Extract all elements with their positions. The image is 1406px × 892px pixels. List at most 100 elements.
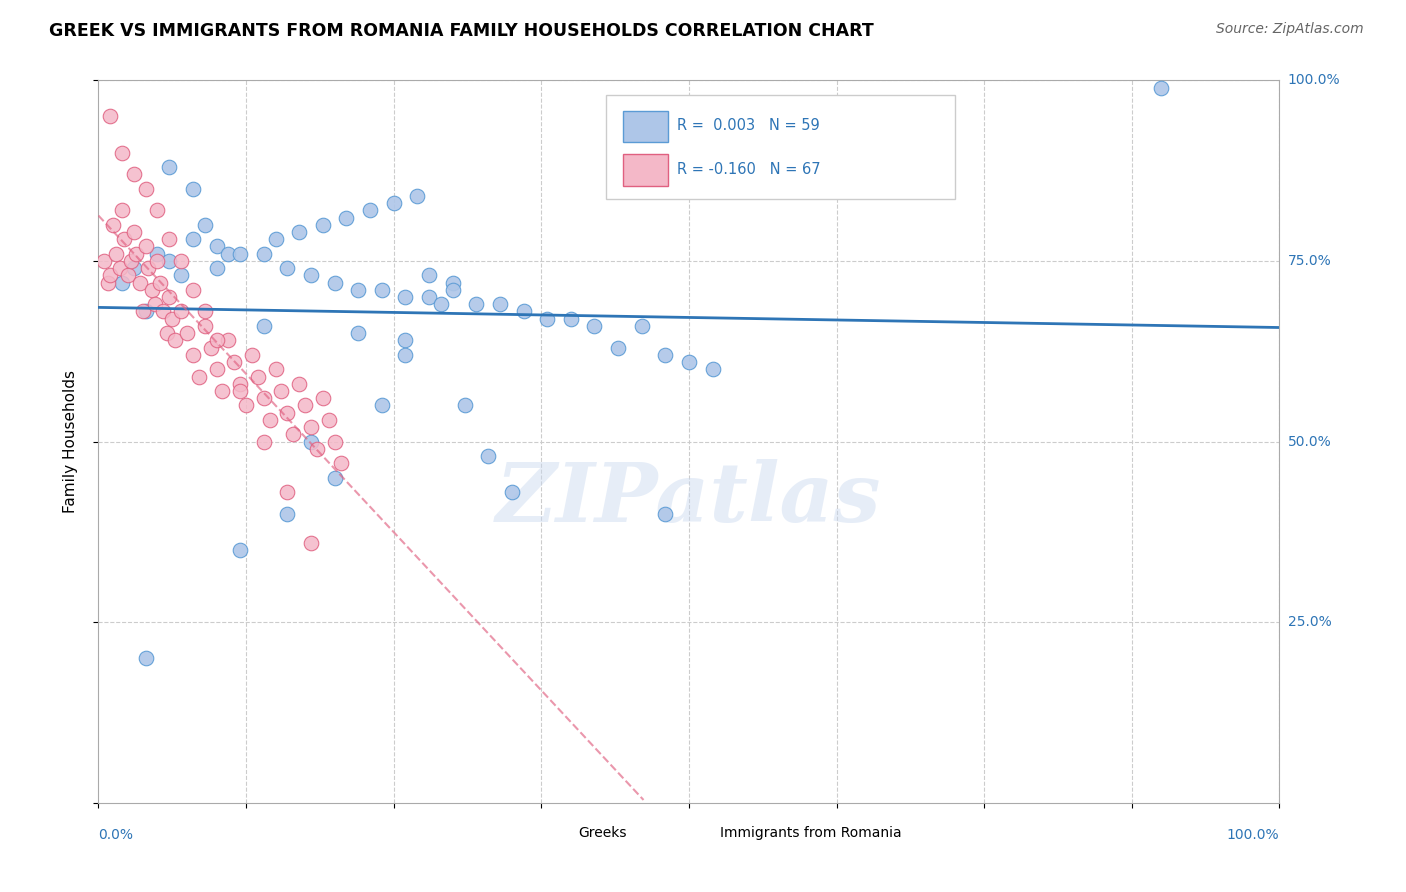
- Point: [264, 232, 287, 246]
- FancyBboxPatch shape: [681, 821, 714, 844]
- Point: [371, 398, 394, 412]
- Point: [205, 334, 228, 348]
- Point: [135, 182, 157, 196]
- Point: [117, 268, 139, 283]
- Point: [607, 341, 630, 355]
- Point: [229, 376, 252, 391]
- Point: [512, 304, 534, 318]
- Point: [453, 398, 475, 412]
- Point: [276, 261, 298, 276]
- Point: [394, 334, 416, 348]
- Point: [264, 362, 287, 376]
- Point: [224, 355, 246, 369]
- Text: 75.0%: 75.0%: [1288, 254, 1331, 268]
- Point: [122, 225, 145, 239]
- Point: [156, 326, 179, 340]
- Point: [382, 196, 405, 211]
- Point: [441, 276, 464, 290]
- Point: [111, 203, 134, 218]
- FancyBboxPatch shape: [606, 95, 955, 200]
- Point: [136, 261, 159, 276]
- Point: [217, 246, 239, 260]
- Point: [165, 334, 187, 348]
- Point: [259, 413, 281, 427]
- Point: [152, 304, 174, 318]
- Point: [111, 276, 134, 290]
- Point: [246, 369, 269, 384]
- Point: [394, 348, 416, 362]
- Point: [305, 442, 328, 456]
- Point: [135, 239, 157, 253]
- Point: [157, 290, 180, 304]
- Point: [630, 318, 652, 333]
- Point: [98, 268, 121, 283]
- Point: [323, 434, 346, 449]
- Point: [105, 246, 128, 260]
- Point: [702, 362, 724, 376]
- Point: [270, 384, 292, 398]
- Point: [312, 218, 335, 232]
- Point: [194, 218, 217, 232]
- Point: [205, 261, 228, 276]
- Point: [187, 369, 209, 384]
- Text: Source: ZipAtlas.com: Source: ZipAtlas.com: [1216, 22, 1364, 37]
- Point: [560, 311, 582, 326]
- Point: [441, 283, 464, 297]
- Point: [146, 203, 169, 218]
- Point: [654, 348, 676, 362]
- Point: [211, 384, 233, 398]
- Point: [205, 239, 228, 253]
- Point: [181, 182, 204, 196]
- Point: [141, 283, 163, 297]
- Text: 25.0%: 25.0%: [1288, 615, 1331, 629]
- Point: [323, 470, 346, 484]
- Point: [678, 355, 700, 369]
- Point: [128, 276, 150, 290]
- Point: [335, 211, 357, 225]
- Point: [157, 253, 180, 268]
- Point: [170, 253, 193, 268]
- Point: [299, 268, 322, 283]
- Point: [181, 232, 204, 246]
- Point: [294, 398, 316, 412]
- Text: 100.0%: 100.0%: [1227, 828, 1279, 842]
- Point: [229, 542, 252, 557]
- Text: GREEK VS IMMIGRANTS FROM ROMANIA FAMILY HOUSEHOLDS CORRELATION CHART: GREEK VS IMMIGRANTS FROM ROMANIA FAMILY …: [49, 22, 875, 40]
- Y-axis label: Family Households: Family Households: [63, 370, 77, 513]
- Point: [135, 304, 157, 318]
- Point: [394, 290, 416, 304]
- Point: [501, 485, 523, 500]
- Point: [276, 507, 298, 521]
- Point: [205, 362, 228, 376]
- Point: [253, 391, 276, 405]
- Text: Greeks: Greeks: [578, 826, 627, 840]
- Point: [132, 304, 155, 318]
- Point: [299, 535, 322, 549]
- Point: [111, 145, 134, 160]
- Point: [1150, 80, 1173, 95]
- Text: 0.0%: 0.0%: [98, 828, 134, 842]
- FancyBboxPatch shape: [538, 821, 574, 844]
- Point: [157, 232, 180, 246]
- Point: [312, 391, 335, 405]
- Point: [329, 456, 352, 470]
- Text: 50.0%: 50.0%: [1288, 434, 1331, 449]
- Point: [143, 297, 166, 311]
- Point: [418, 268, 440, 283]
- Point: [406, 189, 429, 203]
- Point: [146, 253, 169, 268]
- Point: [347, 283, 370, 297]
- Point: [181, 283, 204, 297]
- Point: [97, 276, 120, 290]
- Point: [217, 334, 239, 348]
- Text: ZIPatlas: ZIPatlas: [496, 459, 882, 540]
- Point: [318, 413, 340, 427]
- Point: [235, 398, 257, 412]
- Point: [253, 318, 276, 333]
- Point: [125, 246, 148, 260]
- Point: [253, 434, 276, 449]
- Point: [323, 276, 346, 290]
- Point: [229, 246, 252, 260]
- Point: [371, 283, 394, 297]
- Text: 100.0%: 100.0%: [1288, 73, 1340, 87]
